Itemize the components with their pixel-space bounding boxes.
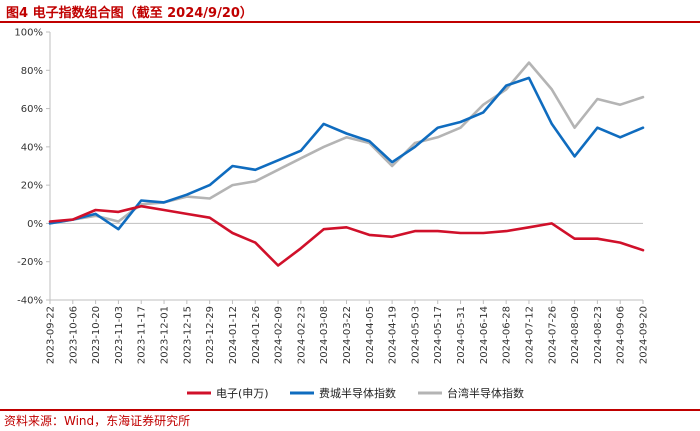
x-tick-label: 2024-09-06 xyxy=(616,306,627,364)
source-note: 资料来源：Wind，东海证券研究所 xyxy=(4,414,191,428)
series-line-2 xyxy=(48,61,645,225)
x-tick-label: 2024-04-19 xyxy=(388,306,399,364)
title-underline xyxy=(0,21,700,23)
x-tick-label: 2024-05-03 xyxy=(410,306,421,364)
x-tick-label: 2024-03-08 xyxy=(319,306,330,364)
y-tick-label: 100% xyxy=(14,28,43,39)
axes xyxy=(46,31,644,304)
legend-label: 台湾半导体指数 xyxy=(447,386,524,400)
x-tick-label: 2024-08-23 xyxy=(593,306,604,364)
x-tick-label: 2024-01-26 xyxy=(251,306,262,364)
x-tick-label: 2024-06-28 xyxy=(502,306,513,364)
figure-title: 图4 电子指数组合图（截至 2024/9/20） xyxy=(6,6,253,21)
x-tick-label: 2024-04-05 xyxy=(365,306,376,364)
x-tick-label: 2024-03-22 xyxy=(342,306,353,364)
x-tick-label: 2023-09-22 xyxy=(46,306,57,364)
legend-label: 电子(申万) xyxy=(216,387,269,400)
legend-label: 费城半导体指数 xyxy=(319,386,396,400)
x-tick-label: 2023-12-29 xyxy=(205,306,216,364)
x-tick-label: 2024-07-26 xyxy=(547,306,558,364)
x-tick-label: 2024-07-12 xyxy=(524,306,535,364)
y-tick-label: -40% xyxy=(17,296,43,307)
y-tick-label: 40% xyxy=(21,142,43,153)
x-tick-label: 2024-05-31 xyxy=(456,306,467,364)
x-tick-label: 2024-06-14 xyxy=(479,306,490,364)
x-tick-label: 2023-12-15 xyxy=(182,306,193,364)
x-tick-label: 2024-02-23 xyxy=(296,306,307,364)
y-tick-label: 80% xyxy=(21,66,43,77)
x-tick-label: 2023-10-06 xyxy=(68,306,79,364)
series-line-1 xyxy=(48,76,645,231)
x-axis-tick-labels: 2023-09-22 2023-10-06 2023-10-20 2023-11-03… xyxy=(46,306,650,364)
series-lines xyxy=(48,61,645,267)
y-tick-label: 60% xyxy=(21,104,43,115)
x-tick-label: 2024-05-17 xyxy=(433,306,444,364)
y-tick-label: -20% xyxy=(17,257,43,268)
x-tick-label: 2023-12-01 xyxy=(160,306,171,364)
series-line-0 xyxy=(48,204,645,267)
x-tick-label: 2023-10-20 xyxy=(91,306,102,364)
y-axis-tick-labels: -40% -20% 0% 20% 40% 60% 80% 100% xyxy=(14,28,43,307)
footer-rule xyxy=(0,409,700,411)
x-tick-label: 2024-01-12 xyxy=(228,306,239,364)
x-tick-label: 2023-11-17 xyxy=(137,306,148,364)
y-tick-label: 20% xyxy=(21,181,43,192)
y-tick-label: 0% xyxy=(27,219,43,230)
x-tick-label: 2024-08-09 xyxy=(570,306,581,364)
x-tick-label: 2024-02-09 xyxy=(274,306,285,364)
x-tick-label: 2023-11-03 xyxy=(114,306,125,364)
x-tick-label: 2024-09-20 xyxy=(639,306,650,364)
legend: 电子(申万) 费城半导体指数 台湾半导体指数 xyxy=(187,386,524,400)
